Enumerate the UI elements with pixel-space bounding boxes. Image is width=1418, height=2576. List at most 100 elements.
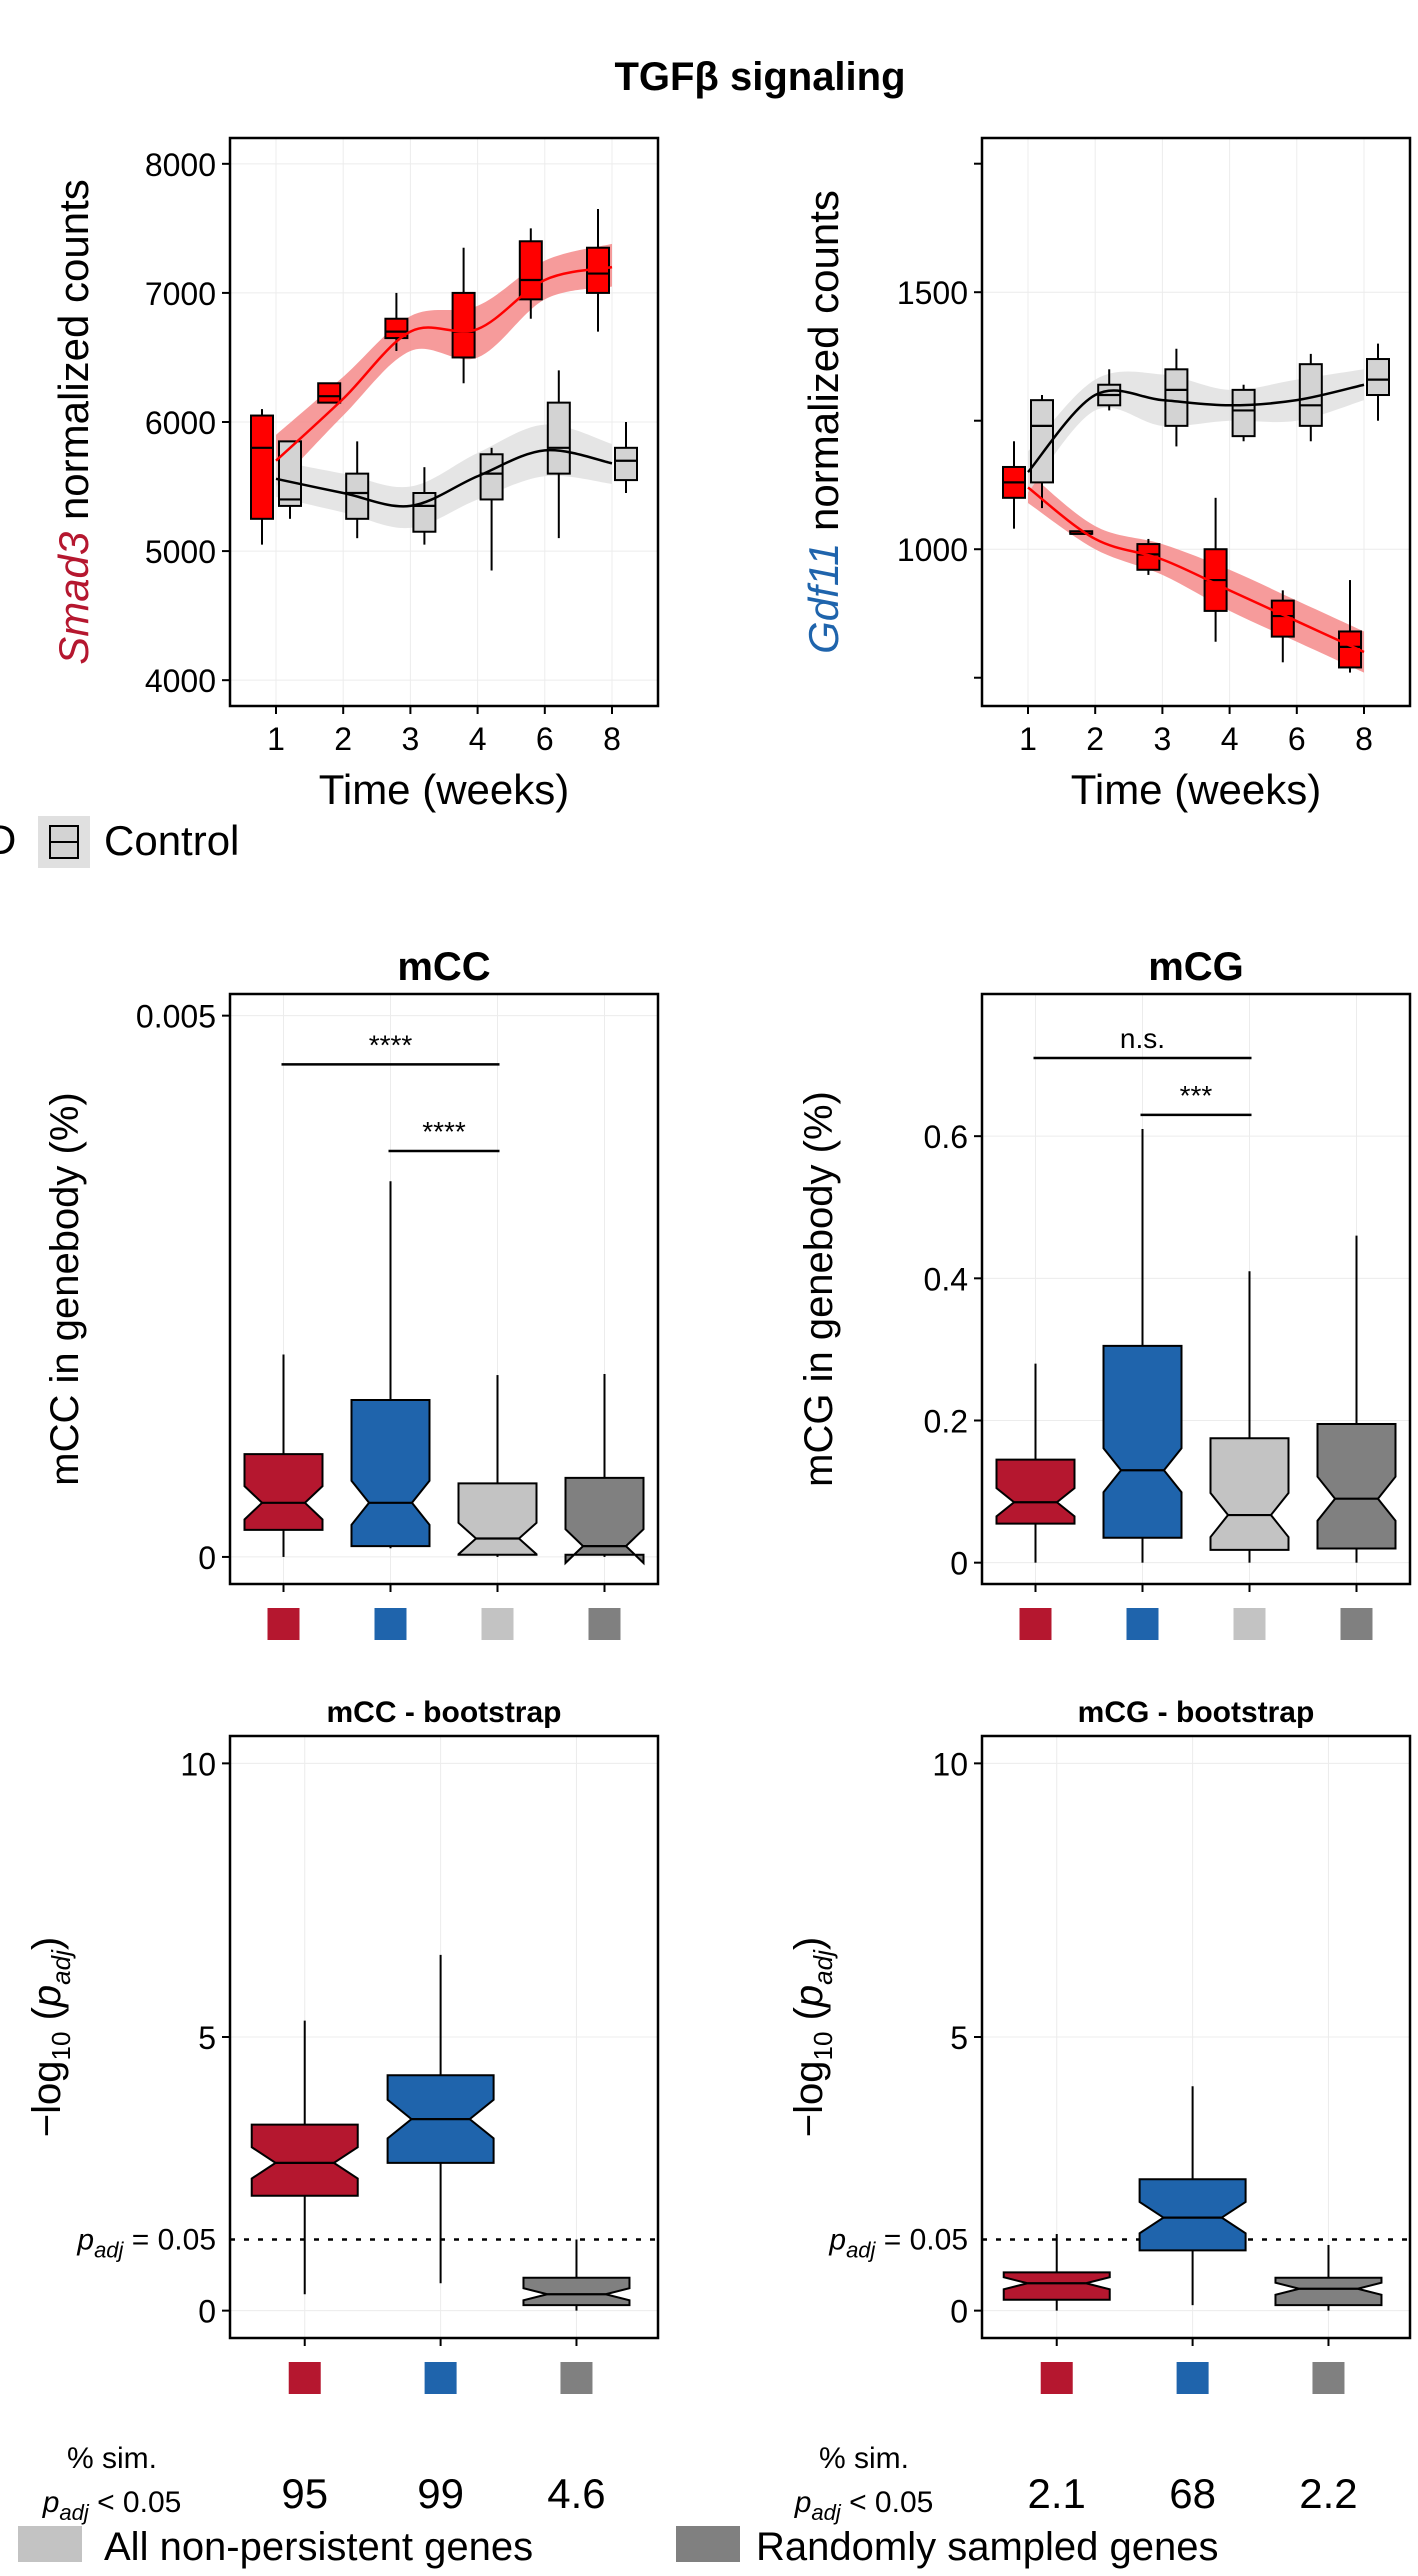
y-axis-p-sub: adj xyxy=(808,1949,838,1985)
legend-swatch-nonpersistent xyxy=(18,2526,82,2562)
control-week-6-box xyxy=(546,401,571,475)
mcg-panel: mCG n.s. *** 0 0.2 0.4 0.6 mCG in genebody (%) xyxy=(797,945,1412,1640)
x-group-swatch xyxy=(424,2362,457,2394)
mcc-panel: mCC **** **** 0 0.005 mCC in genebody (%) xyxy=(43,945,660,1640)
y-axis-title-rest: normalized counts xyxy=(800,190,847,543)
threshold-label-sub: adj xyxy=(846,2237,876,2262)
control-week-3-box xyxy=(412,492,437,533)
plot-border xyxy=(228,992,660,1586)
control-week-4-box xyxy=(1231,388,1256,438)
trend-line-treated xyxy=(1027,486,1365,654)
group-3-box xyxy=(457,1482,538,1556)
y-tick-label: 1000 xyxy=(897,532,968,568)
y-axis-log: −log xyxy=(25,2060,69,2137)
sim-sublabel-p: p xyxy=(794,2486,812,2519)
y-axis-paren-close: ) xyxy=(25,1937,69,1950)
panel-title: mCC - bootstrap xyxy=(327,1696,562,1729)
confidence-band-treated xyxy=(276,243,612,487)
x-group-swatch xyxy=(267,1608,300,1640)
group-2-box xyxy=(1102,1344,1183,1539)
plot-border xyxy=(980,136,1412,708)
threshold-label-sub: adj xyxy=(94,2237,124,2262)
legend-swatch-random xyxy=(676,2526,740,2562)
threshold-label-p: p xyxy=(76,2223,94,2256)
x-group-swatch xyxy=(1233,1608,1266,1640)
x-group-swatch xyxy=(374,1608,407,1640)
significance-label: **** xyxy=(422,1116,466,1147)
sim-sublabel-adj: adj xyxy=(811,2500,841,2525)
smad3-panel: 4000 5000 6000 7000 8000 1 2 3 4 6 8 Time (weeks) Sm… xyxy=(50,136,660,813)
group-2-box xyxy=(1138,2178,1247,2252)
sim-percent: 4.6 xyxy=(547,2470,605,2517)
y-tick-label: 10 xyxy=(180,1746,216,1782)
sim-percent: 68 xyxy=(1169,2470,1216,2517)
control-week-1-box xyxy=(1030,399,1054,484)
y-axis-log-base: 10 xyxy=(808,2032,838,2061)
plot-border xyxy=(980,992,1412,1586)
threshold-label-value: = 0.05 xyxy=(123,2223,216,2256)
y-tick-label: 0.4 xyxy=(924,1261,968,1297)
y-tick-label: 0 xyxy=(950,1546,968,1582)
y-axis-title-rest: normalized counts xyxy=(50,179,97,532)
x-axis-title: Time (weeks) xyxy=(1071,766,1321,813)
x-tick-label: 6 xyxy=(536,721,554,757)
y-tick-label: 1500 xyxy=(897,275,968,311)
group-1-box xyxy=(995,1458,1076,1525)
group-2-box xyxy=(350,1398,431,1548)
group-1-box xyxy=(250,2123,359,2197)
group-4-box xyxy=(1316,1423,1397,1550)
x-group-swatch xyxy=(481,1608,514,1640)
x-group-swatch xyxy=(588,1608,621,1640)
x-axis-title: Time (weeks) xyxy=(319,766,569,813)
group-1-box xyxy=(1002,2271,1111,2301)
threshold-label: padj = 0.05 xyxy=(76,2223,216,2262)
y-axis-p: p xyxy=(787,1985,831,2008)
sim-percent: 2.1 xyxy=(1028,2470,1086,2517)
y-axis-title: Smad3 normalized counts xyxy=(50,179,97,665)
legend-label-random: Randomly sampled genes xyxy=(756,2525,1218,2569)
trend-line-control xyxy=(275,448,613,508)
panel-title: mCC xyxy=(397,945,490,989)
control-week-8-box xyxy=(1366,358,1390,397)
legend-label-nonpersistent: All non-persistent genes xyxy=(104,2525,533,2569)
y-tick-label: 5 xyxy=(950,2020,968,2056)
sim-sublabel-p: p xyxy=(42,2486,60,2519)
threshold-label-value: = 0.05 xyxy=(875,2223,968,2256)
y-axis-p: p xyxy=(25,1985,69,2008)
control-week-3-box xyxy=(1164,368,1189,427)
x-tick-label: 8 xyxy=(603,721,621,757)
x-tick-label: 4 xyxy=(1221,721,1239,757)
group-legend: All non-persistent genes Randomly sample… xyxy=(18,2525,1218,2569)
y-tick-label: 10 xyxy=(932,1746,968,1782)
group-3-box xyxy=(1209,1437,1290,1551)
x-group-swatch xyxy=(1340,1608,1373,1640)
sim-sublabel-threshold: < 0.05 xyxy=(841,2486,934,2519)
group-4-box xyxy=(564,1476,645,1566)
y-tick-label: 5 xyxy=(198,2020,216,2056)
y-tick-label: 0.005 xyxy=(136,999,216,1035)
sim-sublabel: padj < 0.05 xyxy=(42,2486,182,2525)
y-axis-paren-open: ( xyxy=(787,2006,831,2031)
x-group-swatch xyxy=(1176,2362,1209,2394)
x-group-swatch xyxy=(1040,2362,1073,2394)
x-group-swatch xyxy=(1312,2362,1345,2394)
treated-week-2-box xyxy=(317,382,342,404)
group-3-box xyxy=(522,2276,631,2307)
y-axis-gene-name: Gdf11 xyxy=(800,543,847,654)
y-tick-label: 7000 xyxy=(145,276,216,312)
sim-sublabel-threshold: < 0.05 xyxy=(89,2486,182,2519)
y-axis-gene-name: Smad3 xyxy=(50,532,97,665)
figure-title: TGFβ signaling xyxy=(614,55,905,99)
treated-week-6-box xyxy=(518,240,543,301)
y-axis-paren-close: ) xyxy=(787,1937,831,1950)
threshold-label-p: p xyxy=(828,2223,846,2256)
y-axis-title: Gdf11 normalized counts xyxy=(800,190,847,654)
panel-title: mCG - bootstrap xyxy=(1078,1696,1315,1729)
x-tick-label: 8 xyxy=(1355,721,1373,757)
x-group-swatch xyxy=(560,2362,593,2394)
x-tick-label: 2 xyxy=(334,721,352,757)
trend-line-control xyxy=(1027,383,1365,473)
x-group-swatch xyxy=(1126,1608,1159,1640)
treated-week-3-box xyxy=(1136,543,1161,571)
